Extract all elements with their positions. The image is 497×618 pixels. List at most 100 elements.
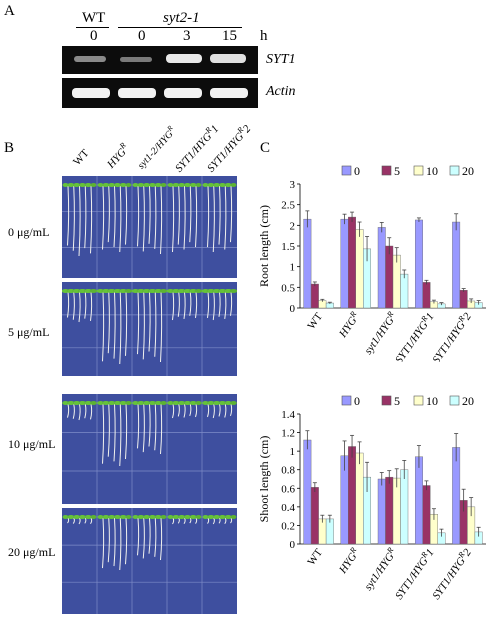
seedling-leaf (167, 183, 174, 187)
seedling-root (137, 517, 140, 556)
seedling-leaf (85, 515, 92, 519)
x-tick-label: HYGR (335, 546, 363, 577)
seedling-root (119, 517, 122, 571)
seedling-leaf (62, 401, 69, 405)
seedling-leaf (173, 183, 180, 187)
seedling-leaf (143, 401, 151, 405)
seedling-leaf (207, 401, 215, 405)
seedling-leaf (219, 183, 226, 187)
bar (303, 439, 312, 545)
seedling-leaf (214, 515, 220, 519)
y-tick-label: 0.5 (281, 282, 295, 294)
seedling-leaf (178, 401, 186, 405)
seedling-leaf (125, 401, 132, 405)
y-tick-label: 0 (290, 539, 296, 551)
legend-swatch (341, 395, 352, 406)
bar (452, 447, 461, 545)
gel-actin (62, 78, 258, 108)
bar (340, 218, 349, 309)
seedling-leaf (90, 401, 97, 405)
seedling-root (137, 291, 140, 355)
seedling-leaf (114, 515, 121, 519)
seedling-leaf (74, 183, 80, 187)
seedling-leaf (62, 515, 69, 519)
actin-band-1 (72, 88, 110, 98)
lane-time-1: 0 (90, 28, 98, 44)
seedling-root (148, 185, 151, 244)
seedling-leaf (138, 183, 145, 187)
seedling-leaf (155, 183, 162, 187)
seedling-root (195, 517, 198, 524)
bar (400, 469, 409, 545)
seedling-leaf (90, 515, 97, 519)
seedling-root (84, 403, 87, 419)
seedling-root (107, 291, 110, 354)
syt1-band-2 (120, 57, 152, 62)
seedling-leaf (159, 289, 168, 293)
seedling-leaf (68, 515, 75, 519)
seedling-root (189, 291, 192, 316)
legend-label: 5 (394, 164, 400, 178)
seedling-root (113, 291, 116, 359)
seedling-leaf (120, 401, 127, 405)
seedling-root (78, 403, 81, 421)
seedling-root (84, 291, 87, 319)
seedling-leaf (195, 183, 202, 187)
seedling-leaf (97, 183, 104, 187)
seedling-root (212, 291, 215, 321)
seedling-leaf (138, 515, 145, 519)
lane-time-3: 3 (183, 28, 191, 44)
gel-wt-label: WT (82, 10, 106, 26)
seedling-leaf (184, 515, 191, 519)
seedling-leaf (67, 401, 75, 405)
seedling-root (137, 403, 140, 449)
time-unit: h (260, 28, 268, 44)
root-length-chart: 0 5 10 20 0 0.5 1 1.5 2 2.5 3 Root length (cm) WT HYG… (257, 164, 486, 362)
seedling-root (72, 291, 75, 320)
seedling-root (90, 291, 93, 321)
bar (422, 282, 431, 309)
legend-label: 20 (462, 164, 474, 178)
seedling-leaf (109, 515, 115, 519)
seedling-root (113, 517, 116, 567)
seedling-leaf (97, 401, 104, 405)
x-tick-label: syt1/HYGR (361, 310, 400, 357)
seedling-root (148, 517, 151, 554)
y-tick-label: 2 (290, 220, 296, 232)
seedling-root (183, 291, 186, 320)
bar (392, 477, 401, 545)
x-tick-label: SYT1/HYGR1 (392, 310, 437, 362)
seedling-root (107, 517, 110, 563)
seedling-root (218, 185, 221, 245)
bar (452, 221, 461, 309)
seedling-root (212, 403, 215, 419)
syt1-band-3 (166, 54, 202, 63)
gel-syt1 (62, 46, 258, 74)
seedling-root (90, 185, 93, 254)
legend-label: 20 (462, 394, 474, 408)
actin-band-4 (210, 88, 248, 98)
bar (414, 219, 423, 309)
gel-actin-bands (72, 88, 248, 98)
seedling-root (207, 403, 210, 418)
seedling-root (142, 185, 145, 252)
legend-label: 10 (426, 394, 438, 408)
y-axis-label: Root length (cm) (257, 205, 271, 287)
gel-syt1-label: SYT1 (266, 52, 296, 67)
seedling-leaf (190, 401, 197, 405)
seedling-leaf (103, 515, 110, 519)
seedling-leaf (230, 401, 237, 405)
bar (318, 518, 327, 545)
legend-label: 5 (394, 394, 400, 408)
seedling-root (195, 185, 198, 248)
seedling-leaf (97, 515, 104, 519)
actin-band-2 (118, 88, 156, 98)
seedling-leaf (79, 401, 87, 405)
seedling-leaf (184, 401, 192, 405)
y-tick-label: 0.2 (281, 520, 295, 532)
seedling-leaf (103, 183, 110, 187)
seedling-leaf (132, 401, 139, 405)
seedling-root (67, 517, 70, 524)
gel-wt-line (76, 27, 109, 28)
seedling-leaf (195, 401, 202, 405)
